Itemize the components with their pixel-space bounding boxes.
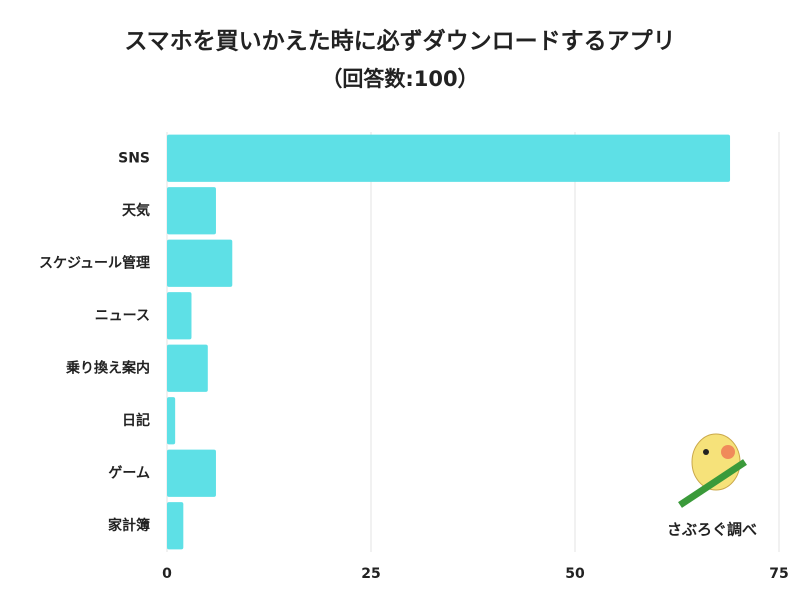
annotation: さぶろぐ調べ (667, 521, 757, 539)
logo-icon (678, 433, 747, 508)
bar (167, 134, 731, 182)
x-tick-label: 50 (565, 566, 585, 582)
y-tick-label: 日記 (122, 412, 150, 429)
x-tick-label: 25 (361, 566, 380, 582)
chart-title: スマホを買いかえた時に必ずダウンロードするアプリ (124, 28, 675, 55)
bar (167, 449, 216, 497)
bar (167, 239, 233, 287)
x-tick-label: 75 (769, 566, 788, 582)
bar (167, 397, 176, 445)
x-tick-label: 0 (162, 566, 172, 582)
bar (167, 344, 208, 392)
y-tick-label: ゲーム (108, 464, 150, 481)
y-tick-label: ニュース (95, 308, 150, 324)
chart-subtitle: （回答数:100） (321, 67, 478, 91)
y-tick-label: 家計簿 (108, 517, 150, 534)
y-tick-label: SNS (118, 150, 150, 166)
y-tick-label: スケジュール管理 (39, 254, 150, 271)
bar (167, 292, 192, 340)
bar (167, 502, 184, 550)
y-tick-label: 乗り換え案内 (65, 359, 150, 376)
bar (167, 187, 216, 235)
y-tick-label: 天気 (122, 202, 150, 219)
